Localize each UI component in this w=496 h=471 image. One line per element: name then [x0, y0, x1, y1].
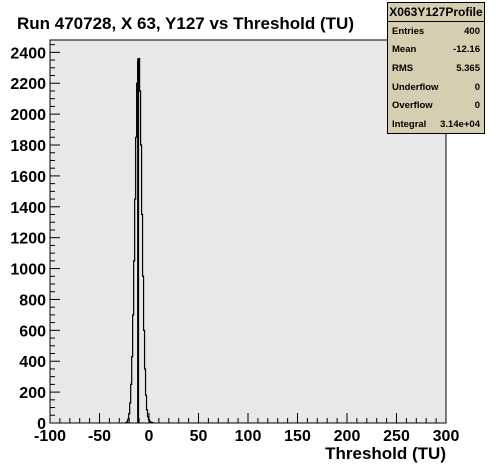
stats-value: 5.365: [456, 63, 480, 74]
x-tick-label: -50: [88, 428, 111, 445]
stats-value: 3.14e+04: [440, 119, 480, 130]
y-tick-label: 1600: [10, 169, 46, 186]
x-tick-label: -100: [34, 428, 66, 445]
y-tick-label: 800: [19, 292, 46, 309]
y-tick-label: 2000: [10, 107, 46, 124]
y-tick-label: 400: [19, 354, 46, 371]
x-tick-label: 200: [334, 428, 361, 445]
stats-label: Entries: [392, 26, 424, 37]
x-tick-label: 50: [190, 428, 208, 445]
y-tick-label: 200: [19, 385, 46, 402]
y-tick-label: 2200: [10, 76, 46, 93]
x-axis-title: Threshold (TU): [325, 444, 446, 464]
x-tick-label: 300: [433, 428, 460, 445]
x-tick-label: 150: [284, 428, 311, 445]
stats-label: Overflow: [392, 100, 433, 111]
stats-row-underflow: Underflow 0: [388, 78, 484, 97]
stats-label: RMS: [392, 63, 413, 74]
stats-value: 400: [464, 26, 480, 37]
stats-box: X063Y127Profile Entries 400 Mean -12.16 …: [387, 2, 485, 134]
stats-value: 0: [475, 100, 480, 111]
y-tick-label: 2400: [10, 45, 46, 62]
y-tick-label: 1200: [10, 231, 46, 248]
y-tick-label: 1800: [10, 138, 46, 155]
stats-value: -12.16: [453, 44, 480, 55]
stats-label: Mean: [392, 44, 416, 55]
stats-row-overflow: Overflow 0: [388, 96, 484, 115]
y-tick-label: 600: [19, 323, 46, 340]
x-tick-label: 250: [383, 428, 410, 445]
stats-row-integral: Integral 3.14e+04: [388, 115, 484, 134]
stats-row-entries: Entries 400: [388, 22, 484, 41]
x-tick-label: 0: [145, 428, 154, 445]
y-tick-label: 1000: [10, 262, 46, 279]
stats-row-rms: RMS 5.365: [388, 59, 484, 78]
stats-row-mean: Mean -12.16: [388, 41, 484, 60]
stats-value: 0: [475, 82, 480, 93]
x-tick-label: 100: [235, 428, 262, 445]
y-tick-label: 1400: [10, 200, 46, 217]
stats-label: Integral: [392, 119, 426, 130]
stats-box-title: X063Y127Profile: [388, 3, 484, 22]
stats-label: Underflow: [392, 82, 438, 93]
